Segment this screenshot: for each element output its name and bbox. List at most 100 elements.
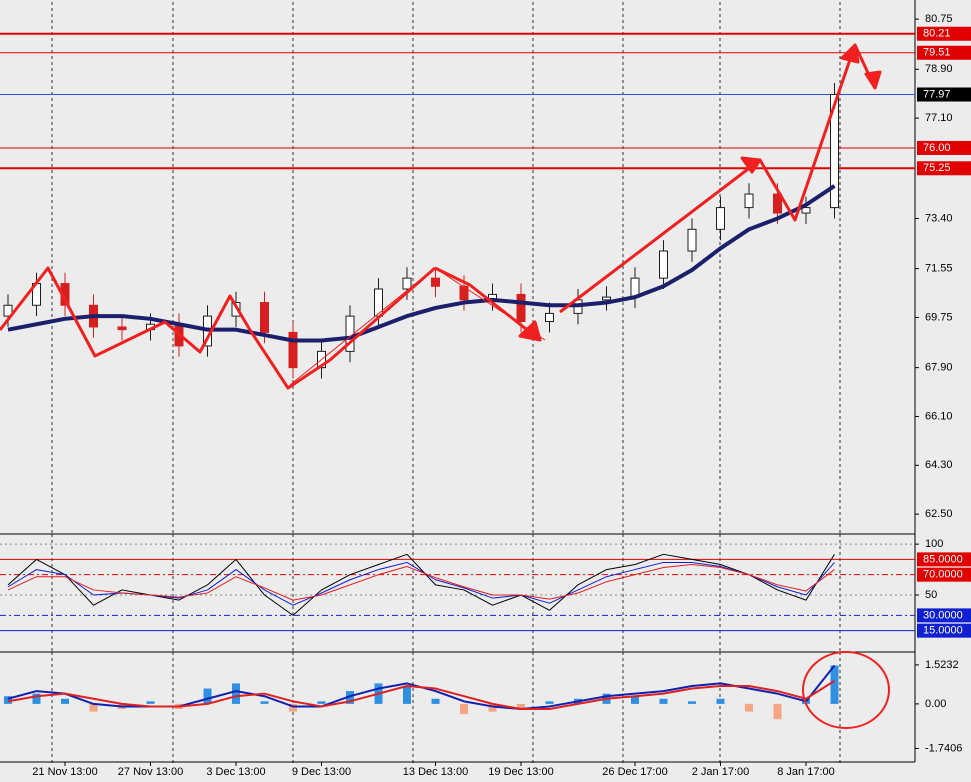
histogram-bar bbox=[431, 698, 440, 704]
y-tick-label: 50 bbox=[925, 589, 937, 601]
level-label: 70.0000 bbox=[923, 569, 963, 581]
x-tick-label: 27 Nov 13:00 bbox=[118, 766, 183, 778]
level-label: 85.0000 bbox=[923, 553, 963, 565]
candle-body bbox=[402, 277, 412, 290]
candle-body bbox=[716, 207, 725, 230]
trend-line bbox=[289, 267, 436, 386]
candle-body bbox=[773, 193, 782, 214]
histogram-bar bbox=[830, 665, 839, 704]
y-tick-label: 67.90 bbox=[925, 362, 953, 374]
highlight-circle bbox=[802, 651, 890, 729]
candle-body bbox=[374, 288, 383, 317]
wave-arrow bbox=[0, 266, 436, 390]
y-tick-label: 0.00 bbox=[925, 698, 946, 710]
x-tick-label: 2 Jan 17:00 bbox=[692, 766, 750, 778]
histogram-bar bbox=[203, 688, 212, 704]
x-tick-label: 26 Dec 17:00 bbox=[602, 766, 667, 778]
y-tick-label: 66.10 bbox=[925, 410, 953, 422]
histogram-bar bbox=[32, 693, 41, 704]
histogram-bar bbox=[488, 703, 497, 712]
level-label-bg bbox=[917, 87, 971, 102]
level-label-bg bbox=[917, 140, 971, 155]
histogram-bar bbox=[517, 703, 525, 710]
histogram-bar bbox=[4, 696, 12, 704]
level-label-bg bbox=[917, 45, 971, 60]
level-label-bg bbox=[917, 552, 971, 567]
histogram-bar bbox=[232, 683, 240, 704]
x-tick-label: 21 Nov 13:00 bbox=[32, 766, 97, 778]
level-label: 80.21 bbox=[923, 28, 951, 40]
candle-body bbox=[516, 293, 526, 323]
level-label: 30.0000 bbox=[923, 609, 963, 621]
x-tick-label: 3 Dec 13:00 bbox=[206, 766, 265, 778]
level-label: 15.0000 bbox=[923, 625, 963, 637]
candle-body bbox=[744, 193, 754, 209]
y-tick-label: 100 bbox=[925, 538, 943, 550]
wave-arrow bbox=[559, 43, 877, 314]
candle-body bbox=[459, 285, 469, 301]
histogram-bar bbox=[659, 698, 668, 704]
y-tick-label: 64.30 bbox=[925, 459, 953, 471]
level-label: 79.51 bbox=[923, 47, 951, 59]
candle-body bbox=[288, 331, 298, 369]
histogram-bar bbox=[289, 703, 297, 712]
level-label-bg bbox=[917, 161, 971, 176]
x-tick-label: 9 Dec 13:00 bbox=[292, 766, 351, 778]
level-label-bg bbox=[917, 567, 971, 582]
annotations bbox=[0, 43, 890, 729]
histogram-bar bbox=[260, 701, 269, 704]
histogram-bar bbox=[146, 701, 155, 704]
trend-line bbox=[434, 267, 546, 341]
level-label: 75.25 bbox=[923, 162, 951, 174]
plot bbox=[3, 82, 839, 720]
candle-body bbox=[830, 94, 839, 209]
histogram-bar bbox=[631, 696, 639, 704]
arrow-head bbox=[864, 70, 882, 90]
y-tick-label: 77.10 bbox=[925, 112, 953, 124]
candle-body bbox=[801, 207, 811, 214]
histogram-bar bbox=[61, 698, 69, 704]
level-label-bg bbox=[917, 26, 971, 41]
y-tick-label: -1.7406 bbox=[925, 742, 962, 754]
series-line bbox=[7, 184, 836, 343]
histogram-bar bbox=[745, 703, 753, 712]
histogram-bar bbox=[773, 703, 782, 720]
candle-body bbox=[260, 302, 269, 333]
y-tick-label: 78.90 bbox=[925, 63, 953, 75]
histogram-bar bbox=[89, 703, 98, 712]
y-tick-label: 1.5232 bbox=[925, 659, 959, 671]
histogram-bar bbox=[545, 701, 554, 704]
y-tick-label: 73.40 bbox=[925, 212, 953, 224]
histogram-bar bbox=[403, 685, 411, 704]
series-line bbox=[7, 680, 836, 711]
x-tick-label: 19 Dec 13:00 bbox=[488, 766, 553, 778]
grid bbox=[0, 2, 915, 764]
histogram-bar bbox=[317, 701, 326, 704]
histogram-bar bbox=[346, 691, 354, 704]
y-tick-label: 62.50 bbox=[925, 508, 953, 520]
level-label: 77.97 bbox=[923, 88, 951, 100]
candle-body bbox=[431, 277, 440, 287]
candle-body bbox=[545, 312, 554, 323]
y-tick-label: 80.75 bbox=[925, 13, 953, 25]
candle-body bbox=[231, 302, 241, 317]
candle-body bbox=[659, 250, 668, 279]
x-tick-label: 8 Jan 17:00 bbox=[777, 766, 835, 778]
level-label-bg bbox=[917, 608, 971, 623]
y-tick-label: 71.55 bbox=[925, 263, 953, 275]
candle-body bbox=[117, 326, 127, 331]
level-label-bg bbox=[917, 623, 971, 638]
series-line bbox=[7, 553, 835, 616]
arrow-head bbox=[840, 43, 860, 64]
x-tick-label: 13 Dec 13:00 bbox=[403, 766, 468, 778]
histogram-bar bbox=[460, 703, 468, 715]
series-line bbox=[7, 563, 835, 601]
histogram-bar bbox=[688, 701, 696, 704]
arrow-head bbox=[740, 156, 762, 174]
histogram-bar bbox=[716, 698, 725, 704]
candle-body bbox=[687, 228, 697, 252]
candle-body bbox=[602, 296, 611, 301]
y-tick-label: 69.75 bbox=[925, 311, 953, 323]
